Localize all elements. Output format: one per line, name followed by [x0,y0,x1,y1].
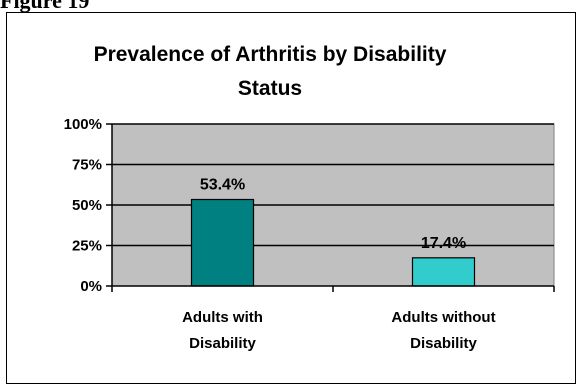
bar-2 [411,257,476,287]
data-label-1: 53.4% [200,176,245,193]
category-label-2: Adults without [391,309,495,326]
y-tick-label: 50% [72,197,102,214]
y-tick-label: 100% [64,116,102,133]
data-label-2: 17.4% [421,235,466,252]
bar-1 [190,198,255,287]
y-tick-label: 75% [72,157,102,174]
category-label-1: Disability [189,335,256,352]
category-label-2: Disability [410,335,477,352]
category-label-1: Adults with [182,309,263,326]
y-tick-label: 25% [72,238,102,255]
figure-label: Figure 19 [0,0,90,13]
y-tick-label: 0% [80,278,102,295]
chart-title: Prevalence of Arthritis by Disability St… [93,43,447,100]
